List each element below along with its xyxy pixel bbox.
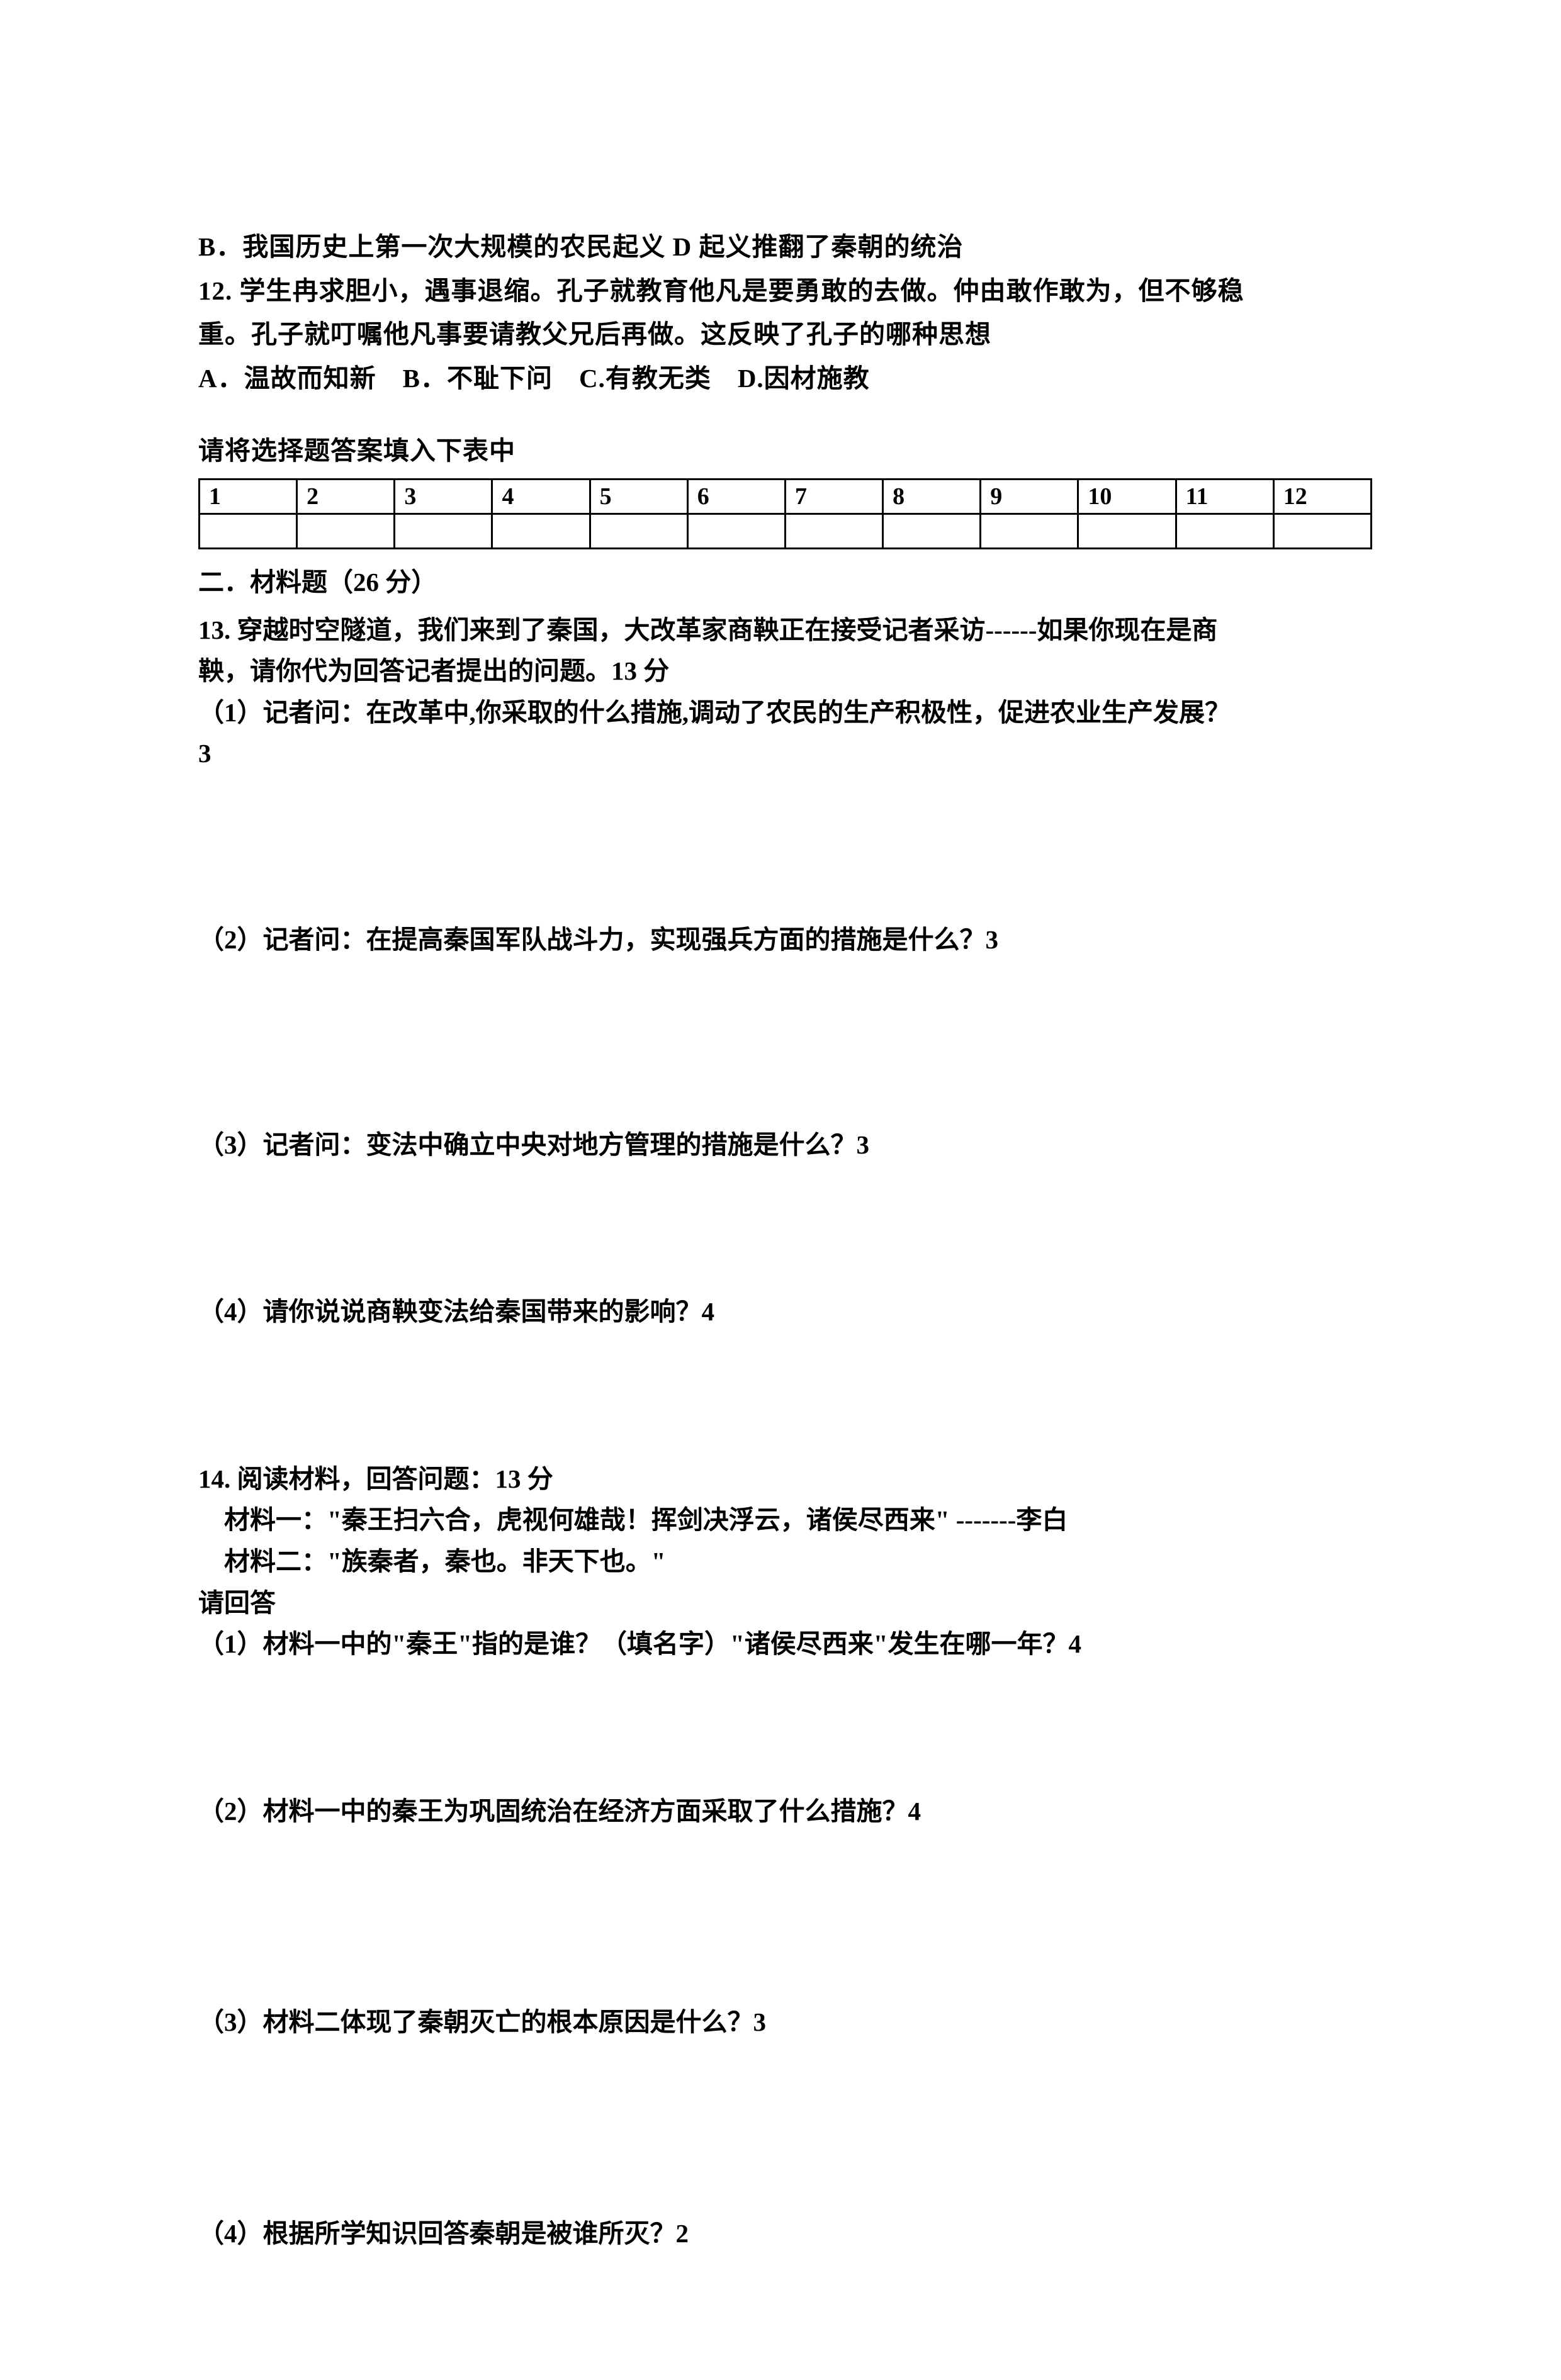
table-row xyxy=(200,514,1372,548)
ans-8[interactable] xyxy=(883,514,981,548)
th-9: 9 xyxy=(981,479,1078,514)
th-2: 2 xyxy=(297,479,395,514)
q14-sub1: （1）材料一中的"秦王"指的是谁？（填名字）"诸侯尽西来"发生在哪一年？4 xyxy=(198,1624,1366,1665)
th-3: 3 xyxy=(395,479,492,514)
ans-12[interactable] xyxy=(1273,514,1371,548)
table-row: 1 2 3 4 5 6 7 8 9 10 11 12 xyxy=(200,479,1372,514)
ans-4[interactable] xyxy=(492,514,590,548)
th-4: 4 xyxy=(492,479,590,514)
q13-line1: 13. 穿越时空隧道，我们来到了秦国，大改革家商鞅正在接受记者采访------如… xyxy=(198,610,1366,651)
q12-options: A．温故而知新 B．不耻下问 C.有教无类 D.因材施教 xyxy=(198,358,1366,400)
ans-2[interactable] xyxy=(297,514,395,548)
q14-line4: 请回答 xyxy=(198,1583,1366,1624)
q14-sub3: （3）材料二体现了秦朝灭亡的根本原因是什么？3 xyxy=(198,2002,1366,2043)
table-title: 请将选择题答案填入下表中 xyxy=(198,430,1366,472)
answer-space xyxy=(198,1333,1366,1459)
section2-title: 二．材料题（26 分） xyxy=(198,562,1366,603)
answer-space xyxy=(198,2043,1366,2213)
q13-sub3: （3）记者问：变法中确立中央对地方管理的措施是什么？3 xyxy=(198,1125,1366,1166)
th-12: 12 xyxy=(1273,479,1371,514)
th-8: 8 xyxy=(883,479,981,514)
ans-7[interactable] xyxy=(785,514,882,548)
answer-space xyxy=(198,961,1366,1125)
option-b-text: B．我国历史上第一次大规模的农民起义 D 起义推翻了秦朝的统治 xyxy=(198,227,1366,268)
answer-space xyxy=(198,1832,1366,2002)
th-11: 11 xyxy=(1176,479,1273,514)
ans-10[interactable] xyxy=(1078,514,1176,548)
answer-table: 1 2 3 4 5 6 7 8 9 10 11 12 xyxy=(198,478,1372,549)
q13-sub4: （4）请你说说商鞅变法给秦国带来的影响？4 xyxy=(198,1291,1366,1333)
q13-line2: 鞅，请你代为回答记者提出的问题。13 分 xyxy=(198,651,1366,692)
answer-space xyxy=(198,1165,1366,1291)
th-7: 7 xyxy=(785,479,882,514)
q13-sub1-pts: 3 xyxy=(198,733,1366,775)
th-6: 6 xyxy=(687,479,785,514)
ans-1[interactable] xyxy=(200,514,297,548)
th-1: 1 xyxy=(200,479,297,514)
q13-sub1: （1）记者问：在改革中,你采取的什么措施,调动了农民的生产积极性，促进农业生产发… xyxy=(198,692,1366,734)
page-content: B．我国历史上第一次大规模的农民起义 D 起义推翻了秦朝的统治 12. 学生冉求… xyxy=(0,0,1561,2380)
q14-line2: 材料一："秦王扫六合，虎视何雄哉！挥剑决浮云，诸侯尽西来" -------李白 xyxy=(198,1500,1366,1541)
ans-5[interactable] xyxy=(590,514,687,548)
th-5: 5 xyxy=(590,479,687,514)
q14-sub2: （2）材料一中的秦王为巩固统治在经济方面采取了什么措施？4 xyxy=(198,1791,1366,1833)
th-10: 10 xyxy=(1078,479,1176,514)
q14-line3: 材料二："族秦者，秦也。非天下也。" xyxy=(198,1541,1366,1583)
q14-sub4: （4）根据所学知识回答秦朝是被谁所灭？2 xyxy=(198,2213,1366,2255)
ans-11[interactable] xyxy=(1176,514,1273,548)
q14-line1: 14. 阅读材料，回答问题：13 分 xyxy=(198,1459,1366,1500)
answer-space xyxy=(198,1665,1366,1791)
ans-9[interactable] xyxy=(981,514,1078,548)
q13-sub2: （2）记者问：在提高秦国军队战斗力，实现强兵方面的措施是什么？3 xyxy=(198,919,1366,961)
ans-3[interactable] xyxy=(395,514,492,548)
q12-line2: 重。孔子就叮嘱他凡事要请教父兄后再做。这反映了孔子的哪种思想 xyxy=(198,314,1366,356)
ans-6[interactable] xyxy=(687,514,785,548)
answer-space xyxy=(198,775,1366,919)
q12-line1: 12. 学生冉求胆小，遇事退缩。孔子就教育他凡是要勇敢的去做。仲由敢作敢为，但不… xyxy=(198,271,1366,312)
